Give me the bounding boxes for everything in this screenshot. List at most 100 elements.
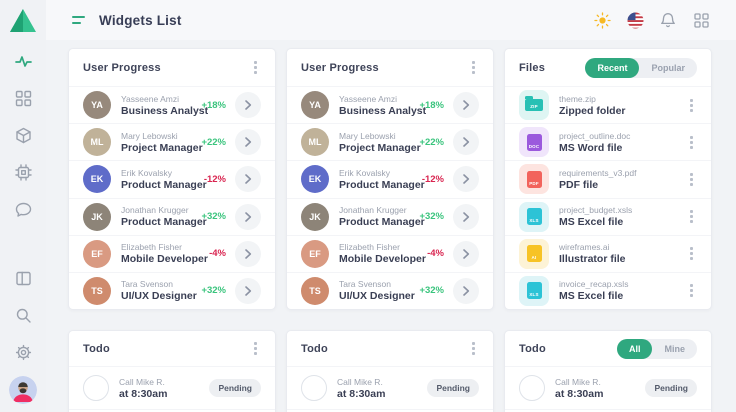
file-row: AI wireframes.ai Illustrator file [505,234,711,272]
menu-toggle-icon[interactable] [72,12,90,28]
card-header: User Progress [69,49,275,87]
file-name: theme.zip [559,93,596,104]
file-name: invoice_recap.xsls [559,279,629,290]
user-details-button[interactable] [235,277,261,304]
user-role: Mobile Developer [339,253,426,266]
todo-item: Finish document reviewPending [505,409,711,412]
current-user-avatar[interactable] [9,376,37,404]
user-progress-card-2: User Progress YA Yasseene Amzi Business An… [286,48,494,310]
todo-list: Call Mike R.at 8:30am Pending Finish docum… [505,367,711,412]
todo-item: Finish document reviewPending [287,409,493,412]
recent-button[interactable]: Recent [585,57,640,78]
user-change: +32% [201,285,226,297]
user-details-button[interactable] [235,129,261,156]
file-type: Zipped folder [559,104,626,117]
user-details-button[interactable] [235,92,261,119]
user-name: Erik Kovalsky [121,167,173,178]
user-avatar: EK [301,165,329,194]
user-details-button[interactable] [453,92,479,119]
chevron-right-icon [462,137,469,148]
user-details-button[interactable] [453,203,479,230]
sidebar-item-box-icon[interactable] [13,125,33,145]
chevron-right-icon [244,211,251,222]
card-title: User Progress [83,61,161,74]
user-name: Jonathan Krugger [121,205,189,216]
user-details-button[interactable] [235,240,261,267]
file-menu-icon[interactable] [686,169,697,190]
user-change: -12% [421,173,444,185]
sidebar-item-layout-icon[interactable] [13,268,33,288]
kebab-menu-icon[interactable] [250,338,261,359]
file-info: project_outline.doc MS Word file [559,131,630,154]
file-menu-icon[interactable] [686,280,697,301]
ai-file-icon: AI [519,238,549,269]
file-row: PDF requirements_v3.pdf PDF file [505,160,711,197]
us-flag-icon[interactable] [626,11,644,29]
todo-checkbox[interactable] [519,375,545,401]
file-menu-icon[interactable] [686,132,697,153]
todo-info: Call Mike R. at 8:30am [337,377,385,400]
sun-icon[interactable] [593,11,611,29]
user-role: Product Manager [121,216,207,229]
apps-grid-icon[interactable] [692,11,710,29]
kebab-menu-icon[interactable] [468,338,479,359]
file-menu-icon[interactable] [686,243,697,264]
user-details-button[interactable] [453,129,479,156]
user-role: Product Manager [339,216,425,229]
mine-button[interactable]: Mine [652,339,697,359]
file-menu-icon[interactable] [686,206,697,227]
user-row: EF Elizabeth Fisher Mobile Developer -4% [287,234,493,272]
todo-checkbox[interactable] [83,375,109,401]
file-menu-icon[interactable] [686,95,697,116]
user-list: YA Yasseene Amzi Business Analyst +18% ML Mar… [287,87,493,309]
file-name: project_outline.doc [559,130,631,141]
user-info: Erik Kovalsky Product Manager [121,167,207,191]
chevron-right-icon [462,286,469,296]
popular-button[interactable]: Popular [639,58,697,78]
file-row: ZIP theme.zip Zipped folder [505,87,711,123]
todo-checkbox[interactable] [301,375,327,401]
sidebar-item-search-icon[interactable] [13,305,33,325]
user-row: ML Mary Lebowski Project Manager +22% [69,123,275,160]
status-badge: Pending [645,379,697,397]
sidebar-item-settings-gear-icon[interactable] [13,342,33,362]
file-name: wireframes.ai [559,242,610,253]
user-avatar: JK [301,202,329,231]
sidebar-item-chat-icon[interactable] [13,199,33,219]
user-avatar: YA [83,91,111,120]
user-change: +18% [419,99,444,111]
sidebar-item-widgets-grid-icon[interactable] [13,88,33,108]
bell-icon[interactable] [659,11,677,29]
file-ext-glyph: XLS [526,282,542,300]
app-logo[interactable] [8,7,38,35]
user-info: Mary Lebowski Project Manager [339,130,421,154]
sidebar-item-cpu-icon[interactable] [13,162,33,182]
chevron-right-icon [244,100,251,110]
user-details-button[interactable] [235,166,261,193]
user-details-button[interactable] [453,166,479,193]
user-details-button[interactable] [453,240,479,267]
user-info: Jonathan Krugger Product Manager [121,205,207,229]
status-badge: Pending [427,379,479,397]
sidebar-item-activity-icon[interactable] [13,51,33,71]
user-name: Elizabeth Fisher [121,242,182,253]
header-icons [593,11,710,29]
chevron-right-icon [462,100,469,110]
user-details-button[interactable] [235,203,261,230]
kebab-menu-icon[interactable] [468,57,479,78]
doc-file-icon: DOC [519,127,549,158]
user-name: Tara Svenson [339,279,391,290]
file-name: project_budget.xsls [559,205,633,216]
user-avatar: ML [83,128,111,157]
user-info: Tara Svenson UI/UX Designer [339,279,415,302]
file-row: XLS invoice_recap.xsls MS Excel file [505,271,711,309]
user-name: Mary Lebowski [339,130,396,141]
all-button[interactable]: All [616,338,653,359]
user-row: YA Yasseene Amzi Business Analyst +18% [69,87,275,123]
user-avatar: EF [83,239,111,268]
todo-toggle-group: All Mine [616,338,697,359]
user-details-button[interactable] [453,277,479,304]
todo-label: Call Mike R. [555,376,601,387]
kebab-menu-icon[interactable] [250,57,261,78]
zip-folder-icon: ZIP [519,90,549,121]
